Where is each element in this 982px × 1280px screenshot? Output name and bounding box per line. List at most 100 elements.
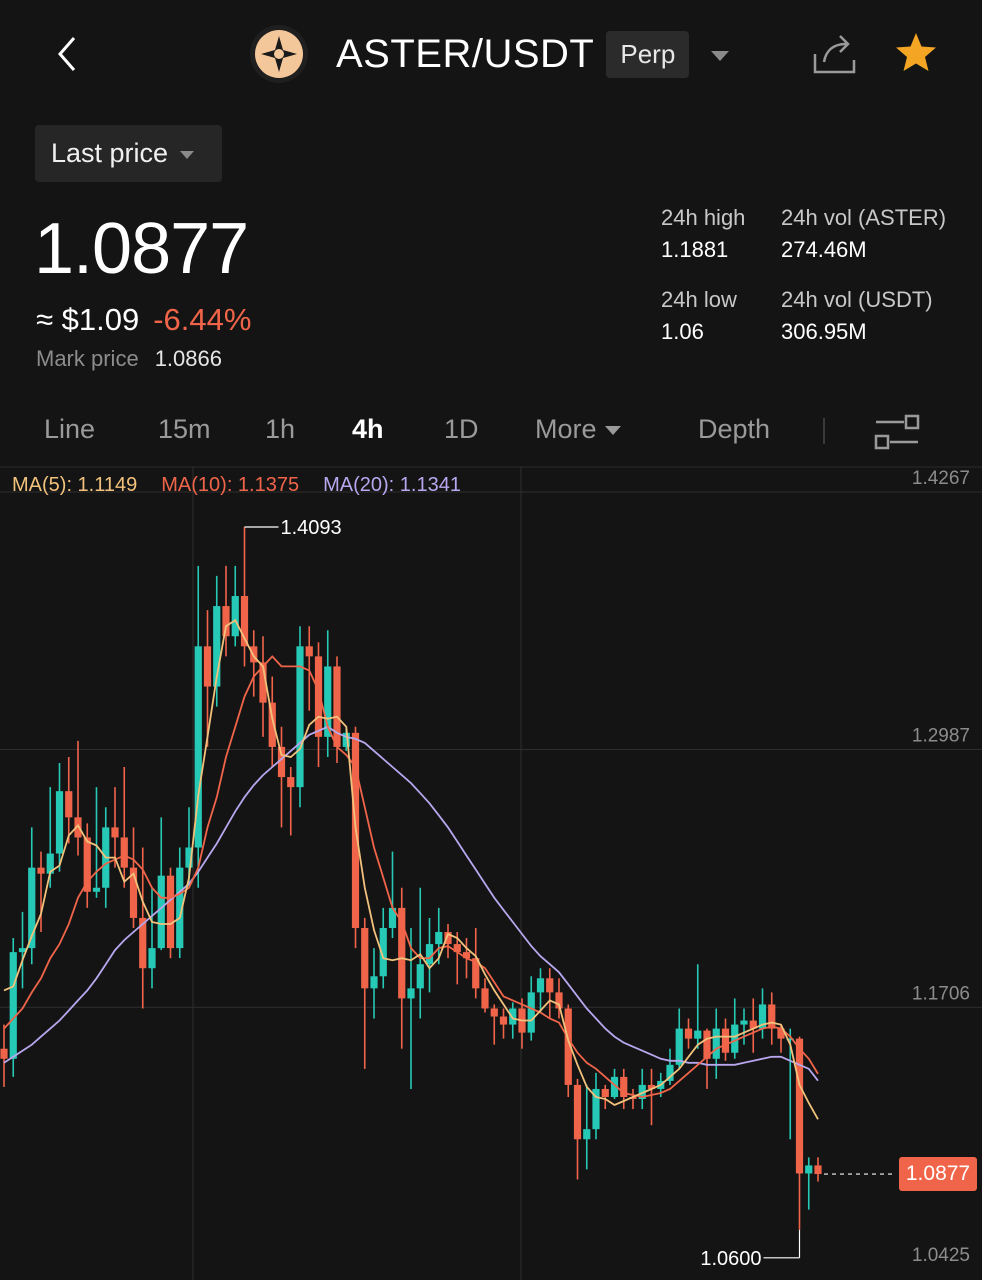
candle-body <box>425 944 434 965</box>
candle-body <box>768 1004 776 1029</box>
interval-4h[interactable]: 4h <box>352 414 384 444</box>
pair-selector[interactable]: ASTER/USDT Perp <box>250 24 730 84</box>
y-tick-label: 1.0425 <box>912 1245 970 1266</box>
candle-body <box>18 948 27 953</box>
candle-body <box>185 847 193 868</box>
candle-body <box>583 1129 591 1140</box>
price-change-percent: -6.44% <box>153 302 252 337</box>
candle-body <box>638 1084 646 1100</box>
stat-label: 24h low <box>661 287 737 312</box>
candle-body <box>490 1008 498 1017</box>
chart-settings-button[interactable] <box>872 412 922 452</box>
star-icon <box>896 33 936 71</box>
candle-body <box>9 952 17 1059</box>
candle-body <box>398 907 406 999</box>
stat-24h-low: 24h low 1.06 <box>661 284 737 348</box>
interval-more[interactable]: More <box>535 414 621 445</box>
candle-body <box>37 867 45 874</box>
candle-body <box>666 1064 674 1081</box>
back-button[interactable] <box>50 32 90 76</box>
candlestick-chart[interactable]: 1.4267 1.2987 1.1706 1.0425 1.4093 1.0600 MA(… <box>0 466 982 1280</box>
candle-body <box>324 666 332 737</box>
stat-24h-high: 24h high 1.1881 <box>661 202 745 266</box>
chevron-down-icon <box>711 51 730 61</box>
candle-body <box>277 746 286 778</box>
candle-body <box>55 791 64 854</box>
depth-tab[interactable]: Depth <box>698 414 771 444</box>
favorite-button[interactable] <box>893 30 939 76</box>
y-tick-label: 1.4267 <box>912 468 970 489</box>
stat-value: 306.95M <box>781 319 867 344</box>
ma20-label: MA(20): 1.1341 <box>323 474 461 496</box>
ma20-line <box>3 725 819 1082</box>
candle-body <box>684 1028 693 1039</box>
candle-body <box>814 1165 822 1175</box>
interval-1d[interactable]: 1D <box>444 414 479 444</box>
price-type-label: Last price <box>51 138 169 168</box>
candle-body <box>703 1030 711 1059</box>
y-tick-label: 1.1706 <box>912 983 970 1004</box>
stat-24h-vol-quote: 24h vol (USDT) 306.95M <box>781 284 933 348</box>
high-annotation: 1.4093 <box>281 517 342 539</box>
stat-label: 24h high <box>661 205 746 230</box>
candle-body <box>564 1008 572 1085</box>
top-bar: ASTER/USDT Perp <box>0 0 982 110</box>
contract-type-badge: Perp <box>606 30 690 78</box>
candle-body <box>28 867 36 949</box>
candle-body <box>203 646 212 687</box>
candle-body <box>305 646 313 657</box>
candle-body <box>777 1028 785 1039</box>
candle-body <box>416 964 424 989</box>
candle-body <box>176 867 184 949</box>
sliders-icon <box>874 414 920 450</box>
candle-body <box>731 1024 739 1053</box>
candle-body <box>509 1008 517 1025</box>
candle-body <box>536 978 545 993</box>
y-tick-label: 1.2987 <box>912 726 970 747</box>
candle-body <box>0 1048 8 1059</box>
mark-price-row: Mark price 1.0866 <box>36 346 222 372</box>
candle-body <box>712 1028 720 1059</box>
last-price: 1.0877 <box>34 209 249 289</box>
candle-body <box>231 596 239 637</box>
candle-body <box>361 927 369 989</box>
usd-price: ≈ $1.09 <box>36 302 140 337</box>
ma10-line <box>3 655 819 1098</box>
candle-body <box>694 1030 702 1039</box>
candle-body <box>592 1088 600 1130</box>
candle-body <box>129 867 138 918</box>
pair-name: ASTER/USDT <box>336 31 595 76</box>
candle-body <box>388 907 397 928</box>
candle-body <box>740 1020 748 1025</box>
low-annotation: 1.0600 <box>700 1248 761 1270</box>
interval-bar: Line 15m 1h 4h 1D More Depth <box>0 400 982 464</box>
candle-body <box>675 1028 683 1065</box>
caret-down-icon <box>180 150 195 159</box>
candle-body <box>157 875 165 949</box>
price-type-dropdown[interactable]: Last price <box>35 125 222 182</box>
candle-body <box>314 656 323 737</box>
share-button[interactable] <box>810 30 860 76</box>
mark-price-value: 1.0866 <box>154 346 222 371</box>
candle-body <box>240 596 249 647</box>
divider <box>823 418 825 444</box>
interval-line[interactable]: Line <box>44 414 96 444</box>
interval-15m[interactable]: 15m <box>158 414 211 444</box>
candle-body <box>379 927 387 977</box>
usd-price-row: ≈ $1.09 -6.44% <box>36 302 251 338</box>
stat-value: 1.1881 <box>661 237 729 262</box>
interval-1h[interactable]: 1h <box>265 414 296 444</box>
candle-body <box>805 1165 813 1174</box>
aster-logo-icon <box>250 25 308 83</box>
candle-body <box>527 992 535 1033</box>
candle-body <box>166 875 175 949</box>
candle-body <box>462 952 471 959</box>
candle-body <box>601 1088 609 1098</box>
candle-body <box>435 932 443 945</box>
candle-body <box>148 948 156 969</box>
chart-canvas: 1.4267 1.2987 1.1706 1.0425 1.4093 1.0600 <box>0 466 982 1280</box>
candle-body <box>610 1076 619 1098</box>
stat-value: 274.46M <box>781 237 867 262</box>
candle-body <box>222 606 230 637</box>
mark-price-label: Mark price <box>36 346 139 371</box>
